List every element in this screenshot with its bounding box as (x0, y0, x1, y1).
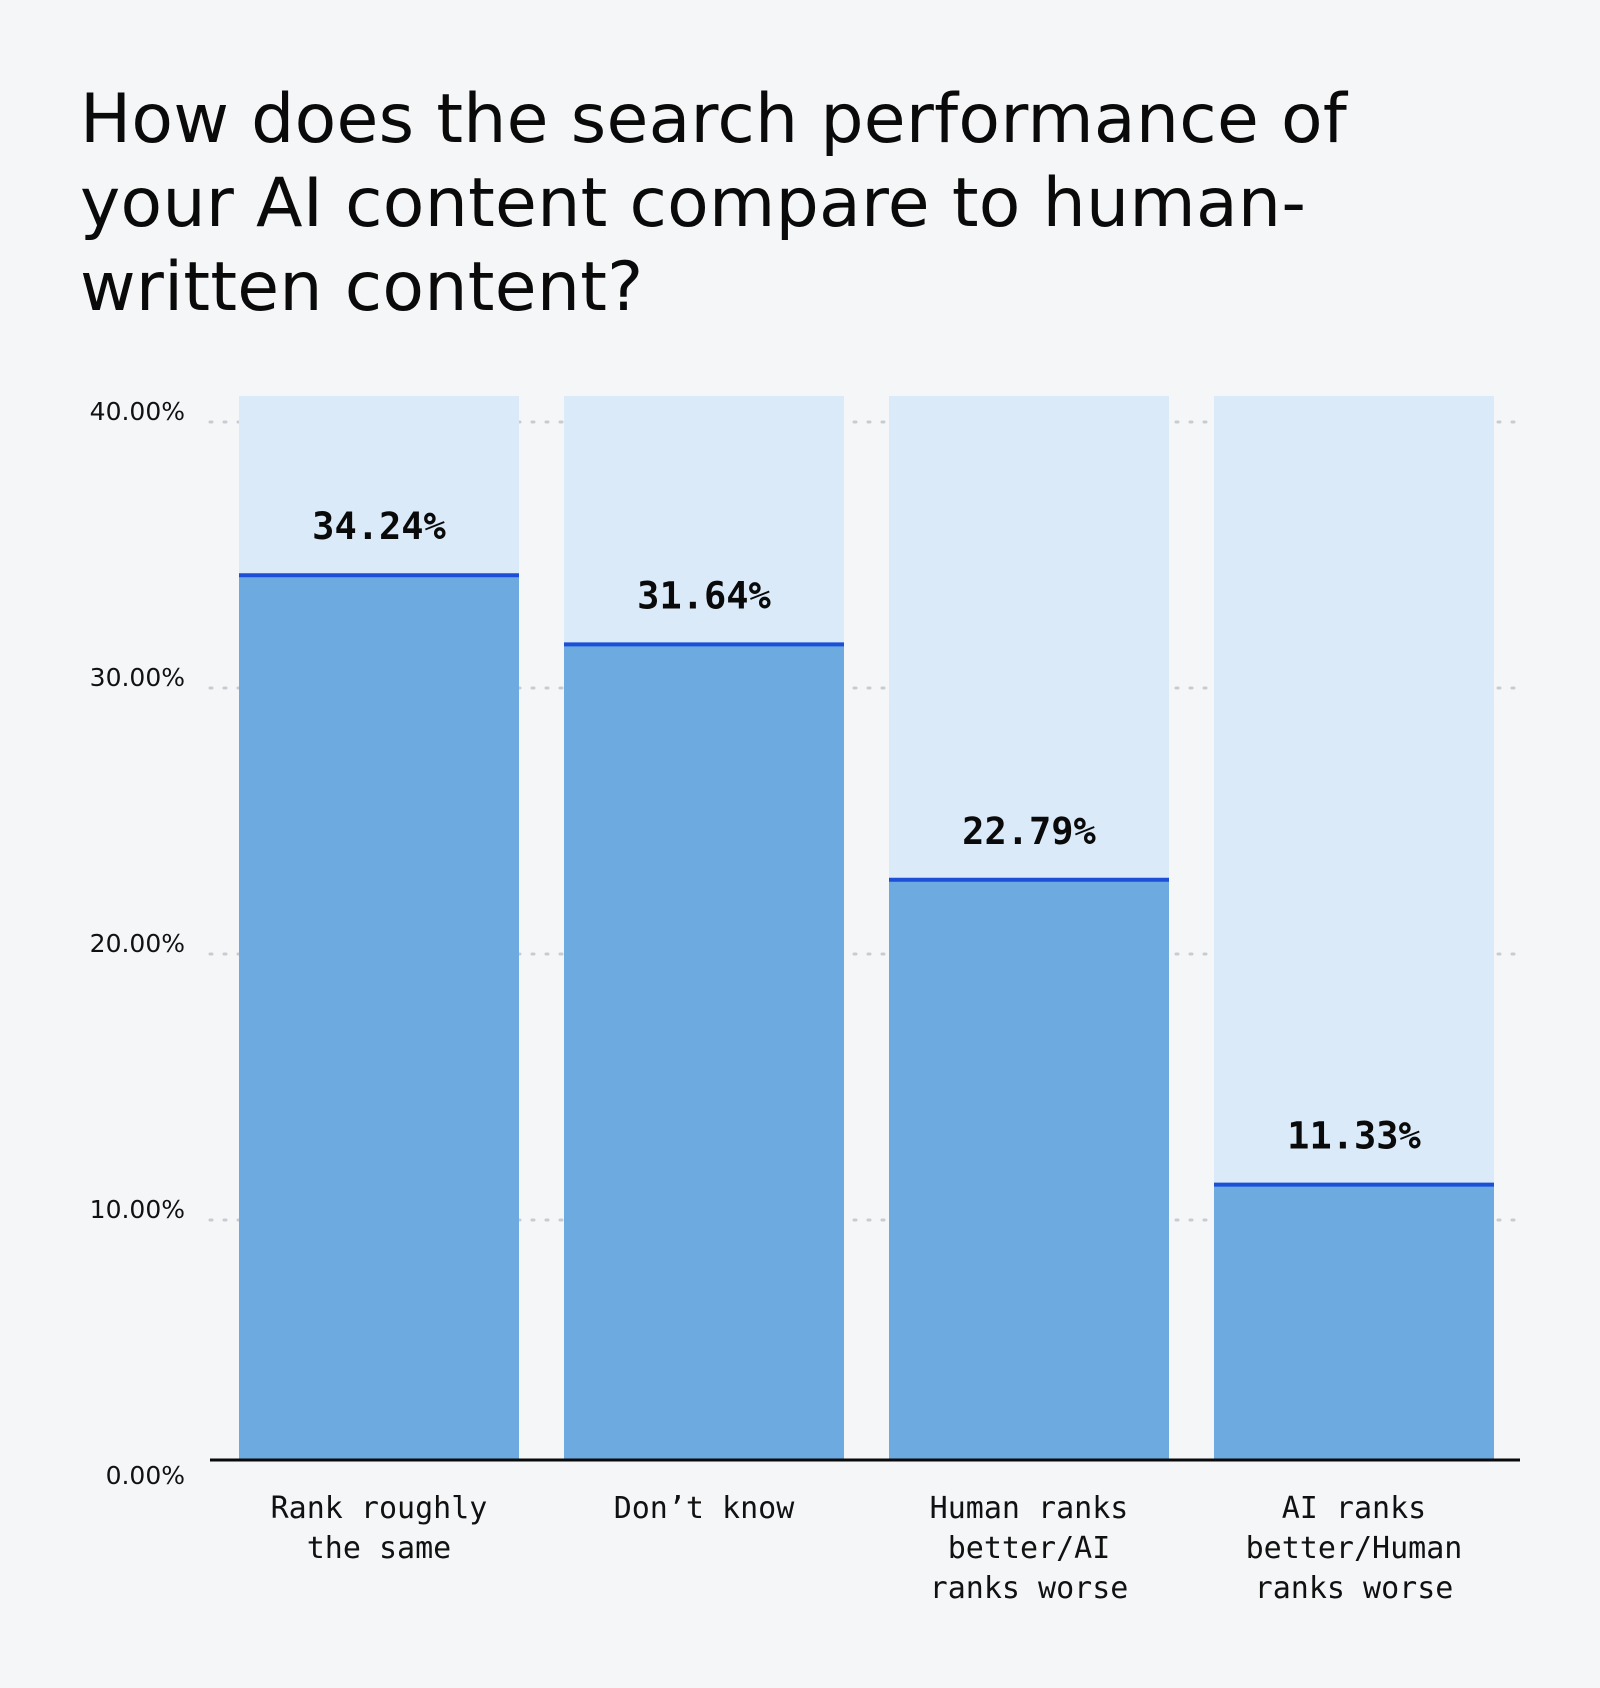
x-category-label: Human ranks better/AI ranks worse (930, 1491, 1129, 1606)
x-category-label: Don’t know (614, 1491, 796, 1526)
x-category-label-line: better/Human (1246, 1531, 1463, 1566)
x-category-label-line: AI ranks (1282, 1491, 1427, 1526)
bar-4 (1214, 1184, 1494, 1460)
data-label: 31.64% (637, 574, 771, 617)
bar-1 (239, 575, 519, 1460)
y-tick-label: 10.00% (90, 1195, 185, 1224)
bar-2 (564, 644, 844, 1460)
y-tick-label: 20.00% (90, 929, 185, 958)
labels: 0.00% 10.00% 20.00% 30.00% 40.00% 34.24% Rank … (90, 397, 1463, 1606)
x-category-label-line: ranks worse (1255, 1571, 1454, 1606)
y-tick-label: 40.00% (90, 397, 185, 426)
x-category-label-line: Human ranks (930, 1491, 1129, 1526)
x-category-label-line: the same (307, 1531, 452, 1566)
x-category-label-line: Rank roughly (271, 1491, 488, 1526)
x-category-label-line: Don’t know (614, 1491, 796, 1526)
data-label: 11.33% (1287, 1115, 1421, 1158)
x-category-label: AI ranks better/Human ranks worse (1246, 1491, 1463, 1606)
bars (239, 396, 1494, 1460)
x-category-label-line: ranks worse (930, 1571, 1129, 1606)
chart-title: How does the search performance of your … (80, 80, 1348, 327)
y-tick-label: 0.00% (106, 1461, 185, 1490)
data-label: 34.24% (312, 505, 446, 548)
y-tick-label: 30.00% (90, 663, 185, 692)
x-category-label-line: better/AI (948, 1531, 1111, 1566)
x-category-label: Rank roughly the same (271, 1491, 488, 1566)
data-label: 22.79% (962, 810, 1096, 853)
bar-3 (889, 879, 1169, 1460)
